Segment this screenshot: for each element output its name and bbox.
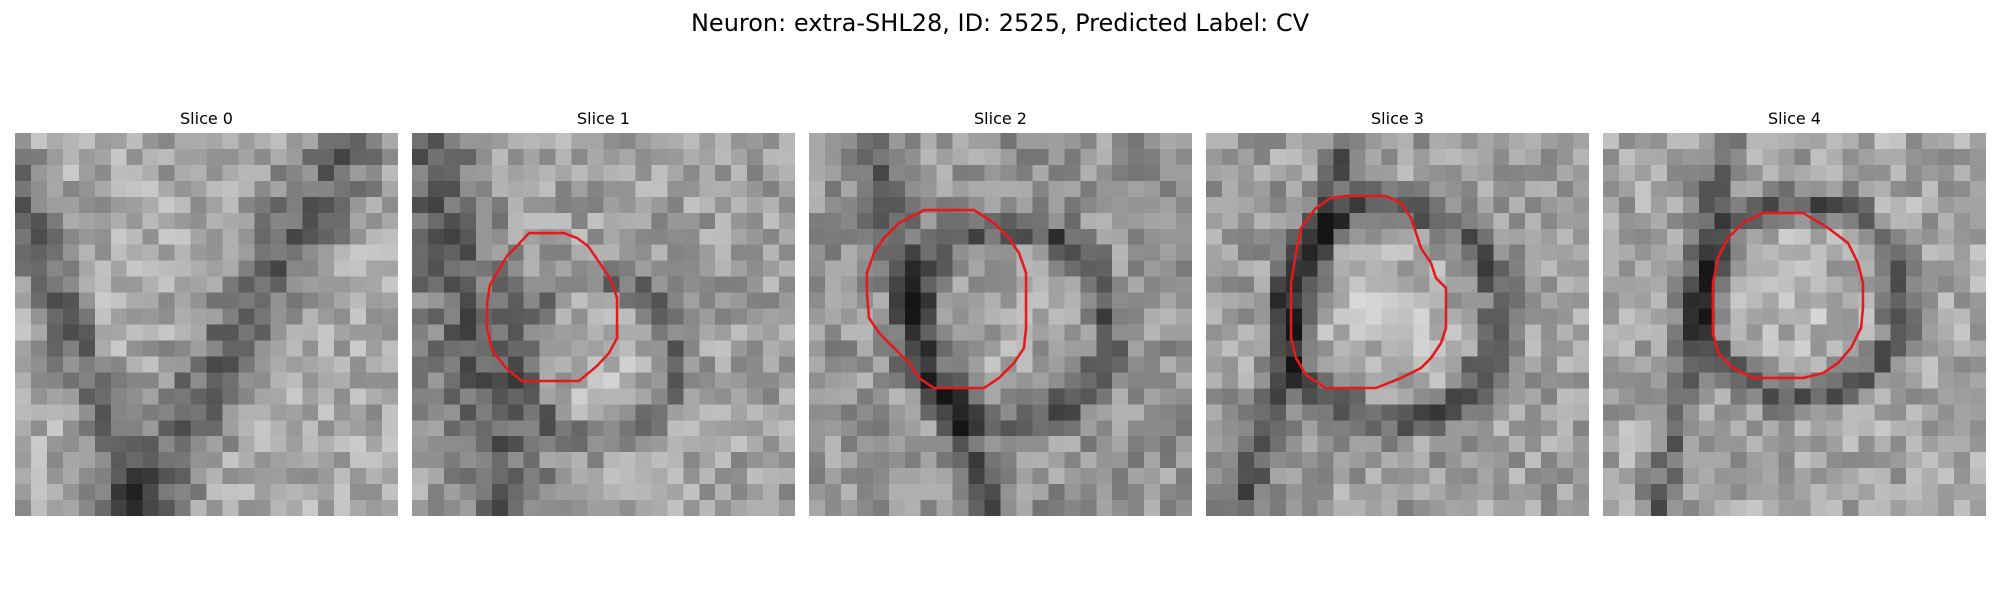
cell-contour	[485, 231, 619, 383]
slice-panel-2: Slice 2	[809, 108, 1192, 520]
slice-title: Slice 0	[180, 109, 233, 128]
slice-image	[1206, 133, 1589, 516]
cell-contour	[865, 208, 1028, 390]
slice-title: Slice 3	[1371, 109, 1424, 128]
slice-panel-3: Slice 3	[1206, 108, 1589, 520]
slice-image	[809, 133, 1192, 516]
slice-title: Slice 1	[577, 109, 630, 128]
slice-image	[15, 133, 398, 516]
slice-image	[1603, 133, 1986, 516]
slice-panel-0: Slice 0	[15, 108, 398, 520]
slice-image	[412, 133, 795, 516]
cell-contour	[1711, 211, 1865, 380]
slice-title: Slice 2	[974, 109, 1027, 128]
cell-contour	[1289, 194, 1448, 390]
slice-panel-1: Slice 1	[412, 108, 795, 520]
figure-title: Neuron: extra-SHL28, ID: 2525, Predicted…	[690, 9, 1310, 37]
slice-panel-4: Slice 4	[1603, 108, 1986, 520]
slice-title: Slice 4	[1768, 109, 1821, 128]
